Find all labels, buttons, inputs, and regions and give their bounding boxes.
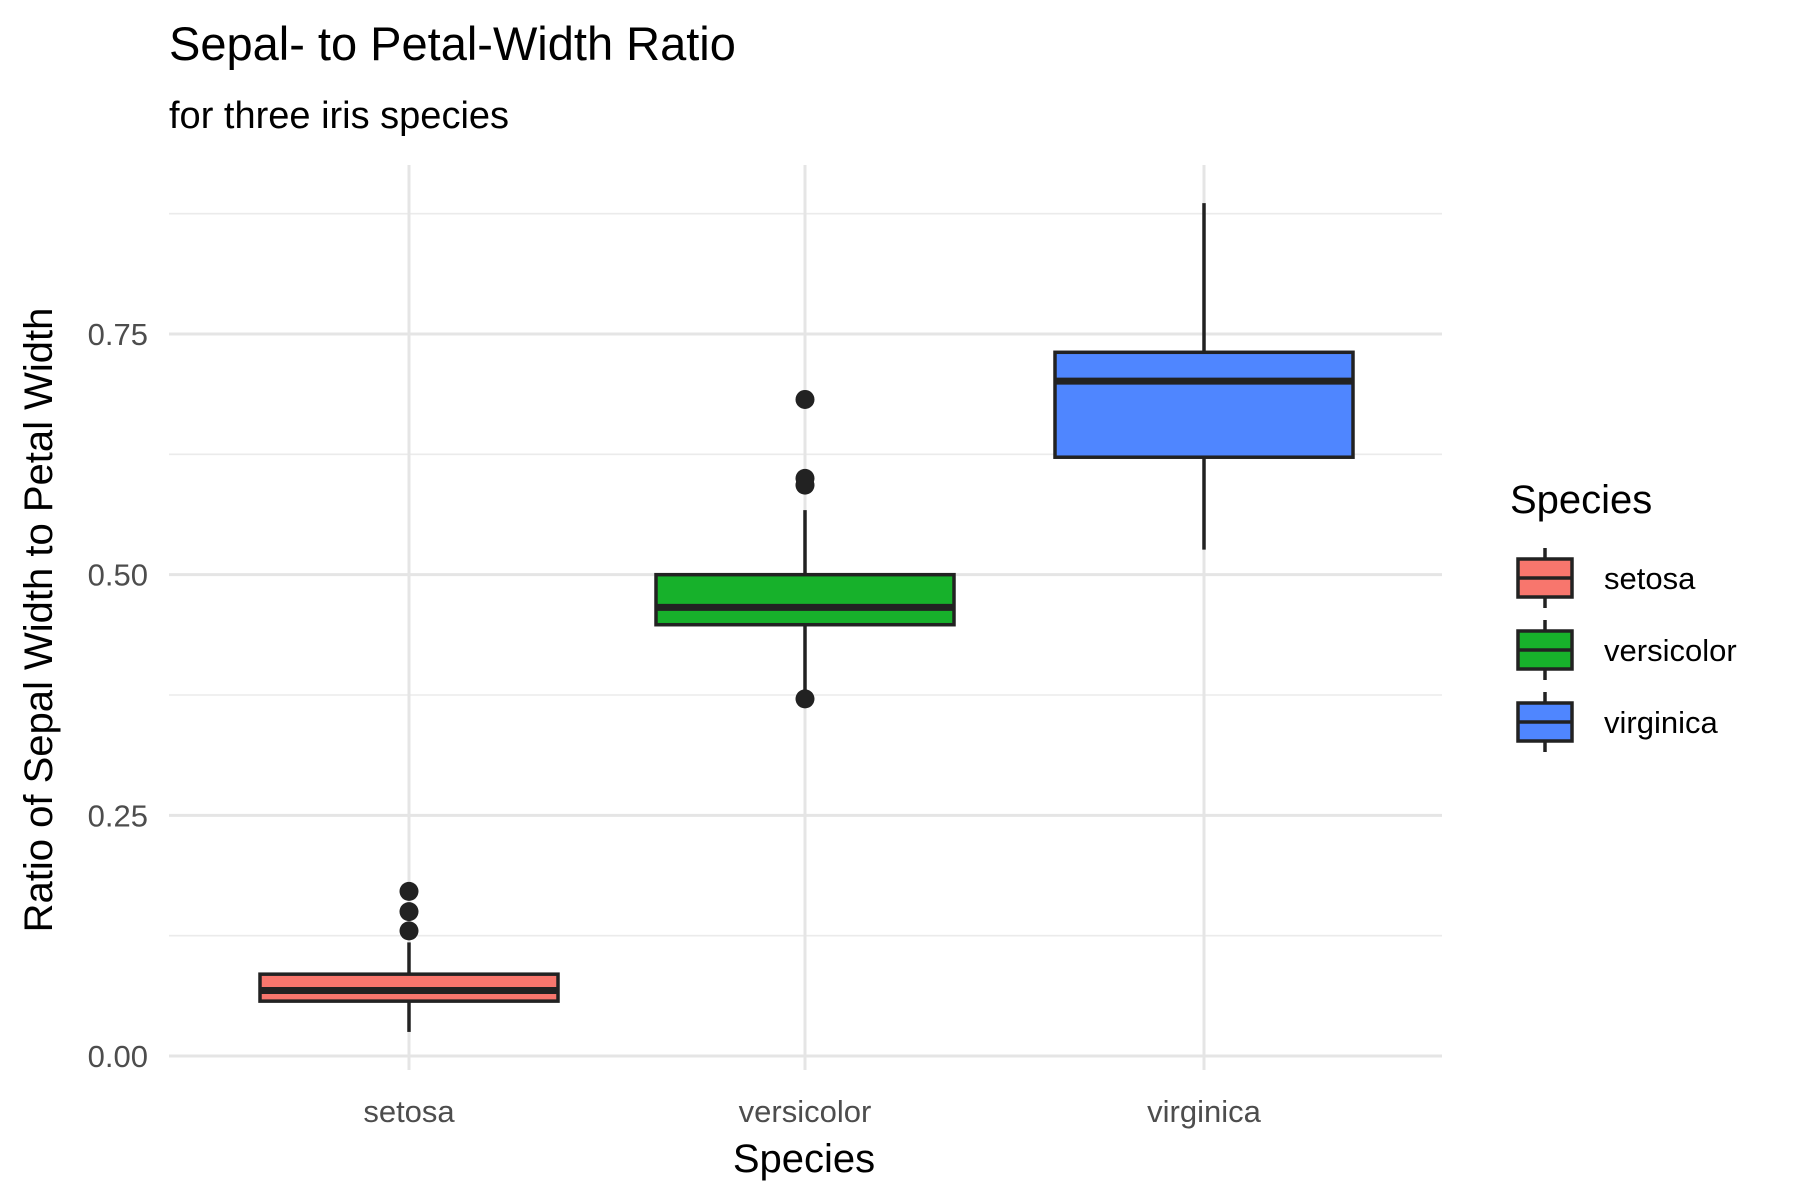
- boxplot-setosa: [258, 881, 560, 1032]
- box: [654, 572, 956, 627]
- x-axis-title: Species: [733, 1137, 875, 1181]
- x-tick-label: setosa: [363, 1094, 455, 1129]
- legend-title: Species: [1510, 478, 1652, 522]
- legend: Species setosa versicolor virginica: [1510, 478, 1737, 752]
- x-tick-label: versicolor: [739, 1094, 872, 1129]
- boxplot-versicolor: [654, 389, 956, 709]
- x-axis-ticks: setosa versicolor virginica: [363, 1094, 1261, 1129]
- x-tick-label: virginica: [1147, 1094, 1261, 1129]
- y-tick-label: 0.50: [88, 558, 148, 593]
- outlier-point: [795, 389, 815, 409]
- legend-label: versicolor: [1604, 633, 1737, 668]
- outlier-point: [795, 468, 815, 488]
- boxplot-virginica: [1053, 203, 1355, 550]
- legend-label: setosa: [1604, 561, 1696, 596]
- outlier-point: [795, 689, 815, 709]
- y-axis-title: Ratio of Sepal Width to Petal Width: [17, 308, 61, 933]
- legend-label: virginica: [1604, 705, 1718, 740]
- outlier-point: [399, 921, 419, 941]
- y-tick-label: 0.00: [88, 1039, 148, 1074]
- boxes: [258, 203, 1355, 1032]
- box: [1053, 350, 1355, 459]
- y-tick-label: 0.25: [88, 798, 148, 833]
- legend-item-virginica: virginica: [1516, 692, 1718, 752]
- legend-item-versicolor: versicolor: [1516, 620, 1737, 680]
- legend-item-setosa: setosa: [1516, 548, 1696, 608]
- chart-subtitle: for three iris species: [169, 95, 509, 137]
- outlier-point: [399, 881, 419, 901]
- y-tick-label: 0.75: [88, 317, 148, 352]
- y-axis-ticks: 0.00 0.25 0.50 0.75: [88, 317, 148, 1074]
- chart-title: Sepal- to Petal-Width Ratio: [169, 17, 736, 70]
- outlier-point: [399, 902, 419, 922]
